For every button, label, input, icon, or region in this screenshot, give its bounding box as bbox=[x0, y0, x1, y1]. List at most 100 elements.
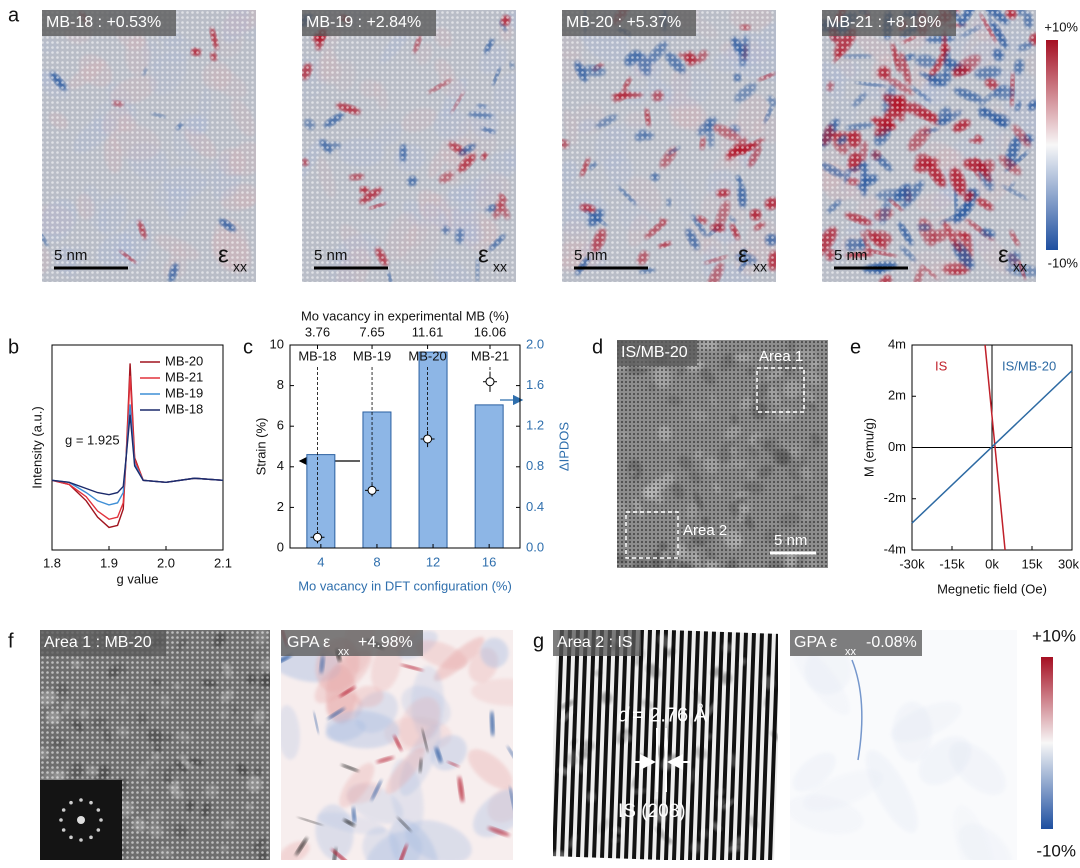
axis-label: M (emu/g) bbox=[861, 418, 876, 477]
axis-label: Strain (%) bbox=[253, 418, 268, 476]
x-tick-label: 0k bbox=[985, 556, 999, 571]
panel-letter: g bbox=[533, 630, 544, 652]
image-label: Area 1 : MB-20 bbox=[44, 634, 152, 651]
panel-letter: f bbox=[8, 630, 14, 652]
spectrum-line bbox=[51, 414, 224, 496]
texture bbox=[600, 691, 613, 705]
point bbox=[367, 485, 377, 495]
mh-line bbox=[911, 370, 1073, 524]
texture bbox=[690, 841, 702, 853]
x-axis-label: Mo vacancy in DFT configuration (%) bbox=[298, 578, 512, 593]
texture bbox=[314, 650, 373, 704]
texture bbox=[400, 664, 424, 671]
texture bbox=[804, 646, 853, 695]
y-tick-label: 0 bbox=[277, 539, 284, 554]
texture bbox=[473, 788, 513, 838]
label-box bbox=[40, 630, 166, 656]
legend-label: MB-21 bbox=[165, 369, 203, 384]
colorbar bbox=[1046, 40, 1058, 250]
hrtem-image bbox=[617, 340, 828, 568]
texture bbox=[352, 685, 384, 708]
strain-map bbox=[42, 10, 256, 282]
fft-spot bbox=[89, 800, 93, 805]
strain-symbol: ε bbox=[738, 241, 749, 268]
fft-spot bbox=[99, 818, 103, 822]
texture bbox=[711, 821, 722, 832]
fft-spot bbox=[79, 798, 83, 802]
annotation: g = 1.925 bbox=[65, 432, 120, 447]
image-label: MB-18 : +0.53% bbox=[46, 14, 161, 31]
y-tick-label: 4 bbox=[277, 458, 284, 473]
colorbar bbox=[1041, 657, 1053, 829]
y-tick-label: 0.0 bbox=[526, 539, 544, 554]
texture bbox=[297, 816, 324, 826]
legend-label: MB-20 bbox=[165, 353, 203, 368]
texture bbox=[623, 732, 632, 742]
plane-label: IS (208) bbox=[618, 801, 686, 822]
texture bbox=[706, 733, 713, 741]
texture bbox=[646, 663, 661, 679]
x-tick-label: 4 bbox=[317, 554, 324, 569]
panel-letter: b bbox=[8, 336, 19, 358]
texture bbox=[632, 774, 638, 789]
texture bbox=[393, 735, 403, 752]
texture bbox=[558, 767, 570, 776]
texture bbox=[597, 818, 609, 834]
texture bbox=[561, 710, 573, 723]
texture bbox=[553, 850, 568, 860]
texture bbox=[575, 764, 586, 774]
x-tick-label: -15k bbox=[939, 556, 965, 571]
texture bbox=[710, 666, 722, 678]
label-box bbox=[302, 10, 436, 36]
area-label: Area 1 bbox=[759, 348, 803, 365]
legend-label: MB-19 bbox=[165, 385, 203, 400]
gpa-map bbox=[281, 630, 513, 860]
y-tick-label: 0.4 bbox=[526, 499, 544, 514]
y-tick-label: 1.2 bbox=[526, 418, 544, 433]
texture bbox=[631, 788, 648, 795]
y-tick-label: 0m bbox=[888, 439, 906, 454]
gpa-value: +4.98% bbox=[358, 634, 413, 651]
lattice bbox=[617, 340, 828, 568]
texture bbox=[892, 701, 933, 763]
strain-map bbox=[562, 10, 776, 282]
texture bbox=[694, 746, 707, 759]
texture bbox=[640, 699, 655, 710]
texture bbox=[748, 815, 758, 829]
panel-letter: e bbox=[850, 336, 861, 358]
y-tick-label: 10 bbox=[270, 336, 284, 351]
texture bbox=[415, 640, 468, 670]
texture bbox=[341, 764, 359, 772]
texture bbox=[351, 806, 356, 824]
point-label: MB-19 bbox=[353, 348, 391, 363]
area-box bbox=[756, 367, 805, 413]
label-box bbox=[42, 10, 176, 36]
lattice bbox=[302, 10, 516, 282]
texture bbox=[313, 711, 319, 734]
texture bbox=[447, 761, 460, 767]
texture bbox=[792, 752, 836, 792]
panel-letter: a bbox=[8, 4, 20, 26]
texture bbox=[435, 746, 442, 764]
x-axis-label: Megnetic field (Oe) bbox=[937, 581, 1047, 596]
x-axis-label: g value bbox=[117, 571, 159, 586]
texture bbox=[325, 719, 366, 742]
texture bbox=[397, 817, 412, 832]
x-tick-label: 15k bbox=[1022, 556, 1043, 571]
y-tick-label: 2.0 bbox=[526, 336, 544, 351]
texture bbox=[371, 779, 382, 801]
fft-spot bbox=[69, 835, 73, 840]
texture bbox=[716, 788, 725, 796]
plot-frame bbox=[289, 344, 521, 549]
lattice bbox=[42, 10, 256, 282]
texture bbox=[918, 736, 972, 786]
x-tick-label: 2.0 bbox=[157, 555, 175, 570]
bar bbox=[474, 404, 504, 549]
label-box bbox=[553, 630, 641, 656]
texture bbox=[665, 648, 675, 658]
texture bbox=[730, 836, 743, 850]
x-tick-label: 1.9 bbox=[100, 555, 118, 570]
dislocation bbox=[851, 659, 863, 761]
texture bbox=[586, 791, 596, 803]
